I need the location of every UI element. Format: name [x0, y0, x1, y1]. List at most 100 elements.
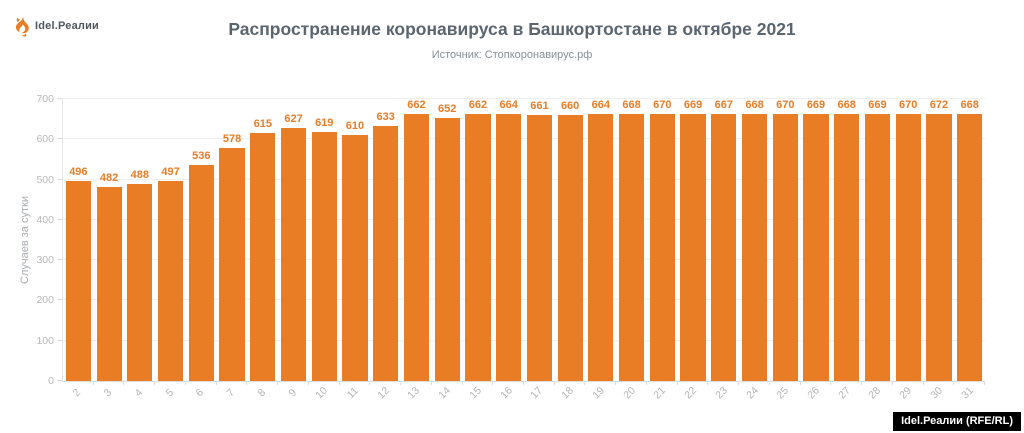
bar-value-label: 633 [376, 111, 395, 123]
x-tick-label: 20 [620, 384, 638, 402]
bar-slot: 669 26 [801, 99, 832, 401]
x-tick-label: 21 [651, 384, 669, 402]
x-tick-label: 11 [344, 384, 361, 402]
bar-day-16[interactable] [496, 114, 522, 381]
bar-day-14[interactable] [434, 118, 460, 381]
x-tick-label: 27 [836, 384, 853, 402]
bar-slot: 633 12 [370, 99, 401, 401]
bar-value-label: 610 [345, 120, 365, 133]
bar-value-label: 660 [560, 100, 580, 113]
bar-slot: 627 9 [278, 99, 309, 399]
plot-area: 496 2 482 3 488 4 497 5 536 6 578 7 615 8 627 9 619 10 610… [57, 98, 985, 401]
gridline [63, 98, 985, 99]
bar-day-18[interactable] [557, 115, 583, 381]
x-tick-label: 17 [528, 384, 546, 402]
gridline [63, 259, 985, 261]
gridline [63, 299, 985, 301]
y-tick-mark [57, 98, 63, 99]
bar-value-label: 497 [161, 165, 180, 178]
bar-slot: 488 4 [124, 99, 155, 399]
bar-value-label: 627 [284, 113, 303, 126]
bar-value-label: 668 [622, 99, 641, 111]
bar-value-label: 670 [899, 99, 918, 111]
bar-day-20[interactable] [618, 114, 645, 381]
bar-day-29[interactable] [895, 114, 921, 381]
bar-slot: 652 14 [432, 99, 463, 401]
x-tick-label: 19 [590, 384, 607, 402]
bar-day-9[interactable] [280, 128, 307, 381]
bar-day-25[interactable] [772, 114, 798, 381]
y-tick-mark [57, 178, 63, 180]
bar-day-8[interactable] [250, 133, 276, 381]
bar-day-24[interactable] [741, 114, 768, 381]
bar-value-label: 668 [960, 99, 979, 111]
x-tick-label: 12 [374, 384, 392, 402]
bar-slot: 668 24 [739, 99, 770, 401]
bar-day-4[interactable] [127, 184, 153, 381]
bar-value-label: 662 [468, 99, 488, 112]
x-tick-label: 28 [866, 384, 884, 402]
x-tick-label: 30 [928, 384, 945, 402]
bar-day-27[interactable] [834, 114, 860, 381]
bar-day-21[interactable] [649, 114, 675, 381]
bar-slot: 662 13 [401, 99, 432, 401]
bar-value-label: 669 [868, 99, 887, 111]
x-tick-label: 10 [313, 384, 331, 402]
bar-value-label: 496 [69, 166, 88, 179]
x-tick-label: 3 [101, 386, 115, 400]
bar-day-30[interactable] [926, 114, 952, 381]
bar-day-5[interactable] [157, 180, 184, 381]
bars-layer: 496 2 482 3 488 4 497 5 536 6 578 7 615 8 627 9 619 10 610… [63, 99, 985, 401]
x-tick-label: 22 [682, 384, 700, 402]
bar-day-31[interactable] [957, 114, 983, 381]
y-tick-label: 500 [36, 173, 54, 186]
x-tick-label: 24 [743, 384, 761, 402]
y-tick-mark [57, 339, 63, 341]
x-tick-label: 16 [497, 384, 515, 402]
bar-value-label: 669 [683, 99, 703, 111]
bar-slot: 536 6 [186, 99, 217, 399]
bar-day-13[interactable] [403, 114, 430, 381]
bar-slot: 667 23 [708, 99, 739, 401]
bar-day-10[interactable] [311, 131, 337, 381]
flame-icon [15, 15, 29, 37]
y-tick-label: 700 [36, 93, 54, 105]
y-tick-mark [57, 299, 63, 301]
bar-day-26[interactable] [803, 114, 829, 381]
y-axis-tick-labels: 0 100 200 300 400 500 600 700 [0, 93, 54, 387]
y-tick-label: 100 [36, 334, 54, 347]
bar-day-22[interactable] [680, 114, 706, 381]
bar-day-28[interactable] [864, 114, 891, 381]
y-tick-label: 200 [36, 294, 54, 307]
bar-value-label: 668 [745, 99, 764, 111]
bar-day-23[interactable] [711, 114, 737, 381]
bar-slot: 672 30 [924, 99, 955, 401]
bar-day-6[interactable] [188, 165, 214, 381]
logo[interactable]: Idel.Реалии [14, 15, 99, 37]
bar-day-2[interactable] [65, 181, 91, 381]
bar-day-11[interactable] [342, 135, 368, 381]
bar-slot: 669 22 [678, 99, 709, 401]
bar-day-12[interactable] [373, 126, 399, 381]
logo-text: Idel.Реалии [35, 20, 100, 32]
bar-day-19[interactable] [588, 114, 614, 381]
bar-day-17[interactable] [526, 114, 552, 381]
x-tick-label: 9 [286, 386, 299, 400]
gridline [63, 339, 985, 341]
bar-value-label: 664 [591, 99, 611, 111]
bar-value-label: 615 [253, 118, 272, 131]
bar-day-15[interactable] [465, 114, 491, 381]
x-tick-label: 25 [774, 384, 792, 402]
x-tick-label: 14 [436, 384, 454, 402]
x-tick-label: 26 [805, 384, 823, 402]
gridline [63, 218, 985, 220]
y-tick-mark [57, 380, 63, 381]
bar-day-3[interactable] [96, 186, 122, 381]
bar-value-label: 652 [438, 103, 457, 116]
chart-title: Распространение коронавируса в Башкортос… [228, 19, 796, 39]
y-tick-mark [57, 138, 63, 140]
bar-day-7[interactable] [219, 148, 245, 381]
y-tick-label: 600 [36, 133, 54, 146]
bar-slot: 578 7 [217, 99, 248, 399]
grid-layer [57, 98, 985, 381]
